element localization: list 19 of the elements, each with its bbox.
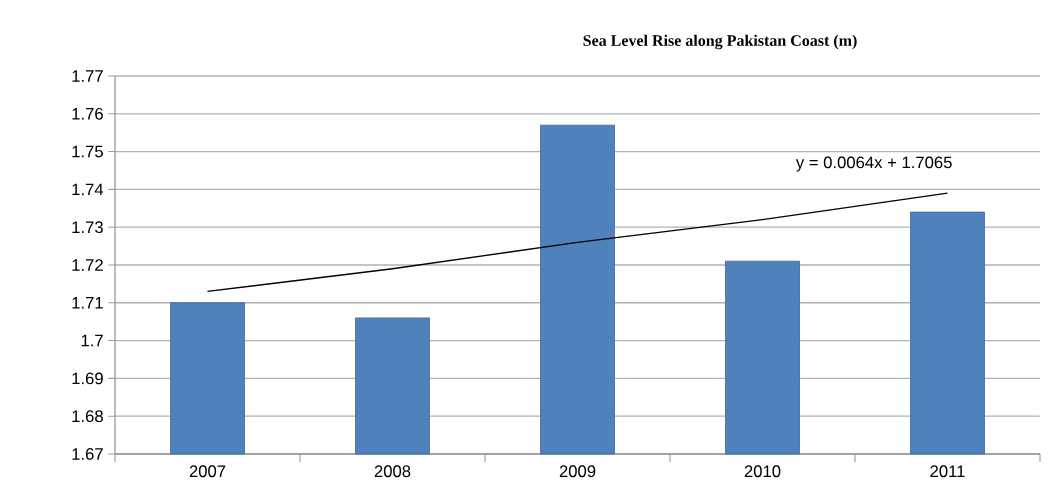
line-series — [206, 192, 949, 293]
x-tick-label: 2008 — [374, 465, 411, 478]
y-tick-label: 1.71 — [72, 297, 103, 309]
annotation: y = 0.0064x + 1.7065 — [795, 156, 952, 172]
x-tick-label: 2009 — [559, 465, 596, 478]
x-tick-label: 2011 — [930, 465, 965, 478]
y-tick-label: 1.69 — [72, 372, 103, 385]
y-tick-label: 1.74 — [72, 183, 104, 196]
y-tick-label: 1.7 — [81, 334, 103, 347]
x-tick-label: 2007 — [189, 465, 226, 478]
chart-title: Sea Level Rise along Pakistan Coast (m) — [583, 34, 857, 50]
x-tick-label: 2010 — [744, 465, 781, 478]
y-tick-label: 1.72 — [72, 259, 103, 271]
y-tick-label: 1.76 — [72, 107, 103, 120]
y-tick-label: 1.73 — [72, 221, 103, 234]
y-tick-label: 1.77 — [72, 70, 103, 82]
y-tick-label: 1.67 — [72, 448, 103, 460]
y-tick-label: 1.68 — [72, 410, 103, 423]
y-tick-label: 1.75 — [72, 145, 103, 158]
